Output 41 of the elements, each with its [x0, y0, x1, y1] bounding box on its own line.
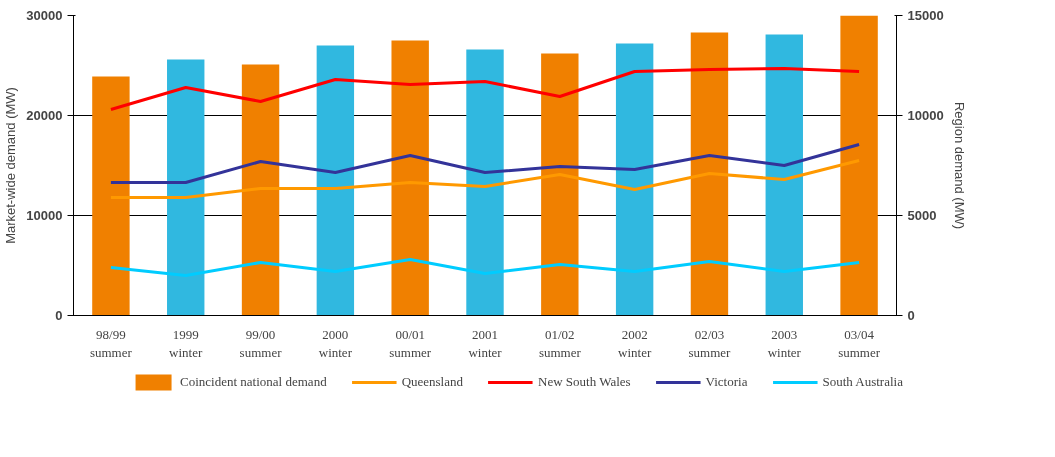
x-tick-label: 2002 winter: [618, 326, 652, 360]
bar: [167, 59, 205, 316]
x-tick-label: 2001 winter: [468, 326, 503, 360]
bar: [840, 15, 878, 316]
bar: [690, 32, 729, 316]
bar: [316, 45, 355, 316]
y2-tick-label: 10000: [907, 108, 944, 123]
y2-tick-label: 5000: [907, 208, 937, 223]
legend-label: Queensland: [401, 374, 464, 390]
y-axis-title: Market-wide demand (MW): [3, 87, 19, 244]
legend-label: Victoria: [705, 374, 748, 390]
x-tick-label: 02/03 summer: [688, 326, 732, 360]
x-tick-label: 01/02 summer: [538, 326, 582, 360]
x-tick-label: 99/00 summer: [239, 326, 283, 360]
bar: [541, 53, 579, 316]
legend-label: New South Wales: [538, 374, 631, 390]
line-series: [109, 143, 861, 184]
x-tick-label: 2000 winter: [318, 326, 353, 360]
line-series: [109, 159, 861, 199]
bar: [391, 40, 429, 316]
line-series: [109, 67, 861, 111]
legend-label: South Australia: [822, 374, 903, 390]
y2-axis-title: Region demand (MW): [951, 101, 967, 230]
y-tick-label: 20000: [26, 108, 63, 123]
x-tick-label: 98/99 summer: [89, 326, 133, 360]
x-tick-label: 1999 winter: [169, 326, 203, 360]
y-tick-label: 0: [55, 308, 63, 323]
x-tick-label: 2003 winter: [767, 326, 802, 360]
y-tick-label: 30000: [26, 8, 63, 23]
bar: [92, 76, 130, 316]
y2-tick-label: 0: [907, 308, 915, 323]
bar: [765, 34, 803, 316]
x-tick-label: 00/01 summer: [389, 326, 432, 360]
line-series: [109, 258, 861, 277]
legend-label: Coincident national demand: [180, 374, 327, 390]
bar: [241, 64, 280, 316]
bar: [466, 49, 504, 316]
bar: [615, 43, 654, 316]
y2-tick-label: 15000: [907, 8, 944, 23]
x-tick-label: 03/04 summer: [838, 326, 881, 360]
y-tick-label: 10000: [26, 208, 63, 223]
